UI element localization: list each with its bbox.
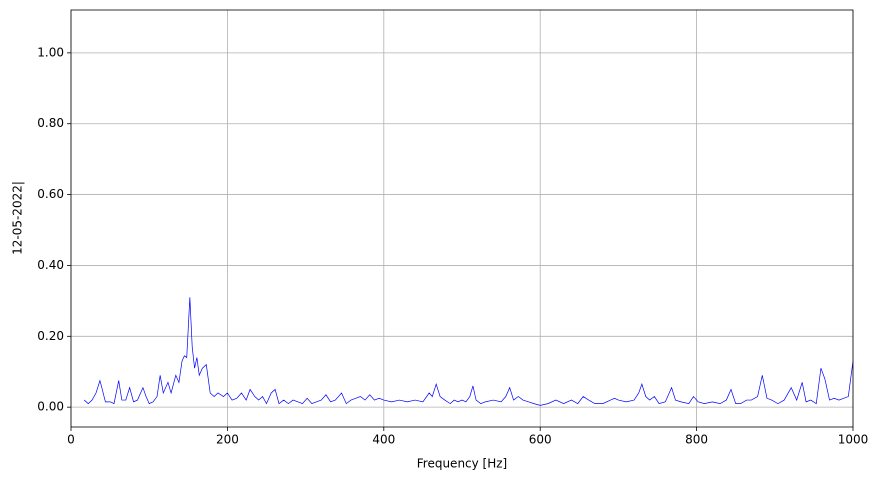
y-tick-label: 0.20 — [37, 329, 64, 343]
y-tick-label: 0.60 — [37, 187, 64, 201]
x-tick-label: 200 — [216, 433, 239, 447]
plot-frame — [70, 9, 854, 428]
x-tick-label: 1000 — [838, 433, 869, 447]
x-axis-label: Frequency [Hz] — [417, 457, 508, 471]
x-tick-label: 400 — [372, 433, 395, 447]
y-tick-label: 0.80 — [37, 116, 64, 130]
x-tick-label: 600 — [529, 433, 552, 447]
y-tick-label: 0.40 — [37, 258, 64, 272]
y-axis-label: 12-05-2022| — [11, 181, 25, 255]
y-tick-label: 1.00 — [37, 45, 64, 59]
y-tick-label: 0.00 — [37, 400, 64, 414]
data-line — [84, 297, 854, 406]
x-tick-label: 800 — [685, 433, 708, 447]
x-tick-label: 0 — [67, 433, 75, 447]
